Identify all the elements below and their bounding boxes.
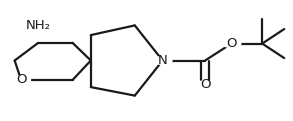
Circle shape bbox=[153, 57, 172, 64]
Circle shape bbox=[12, 76, 30, 84]
Text: O: O bbox=[226, 37, 237, 50]
Text: NH₂: NH₂ bbox=[25, 19, 51, 32]
Circle shape bbox=[196, 81, 214, 89]
Text: O: O bbox=[200, 78, 210, 91]
Circle shape bbox=[222, 40, 241, 47]
Text: N: N bbox=[158, 54, 168, 67]
Text: O: O bbox=[16, 73, 26, 86]
